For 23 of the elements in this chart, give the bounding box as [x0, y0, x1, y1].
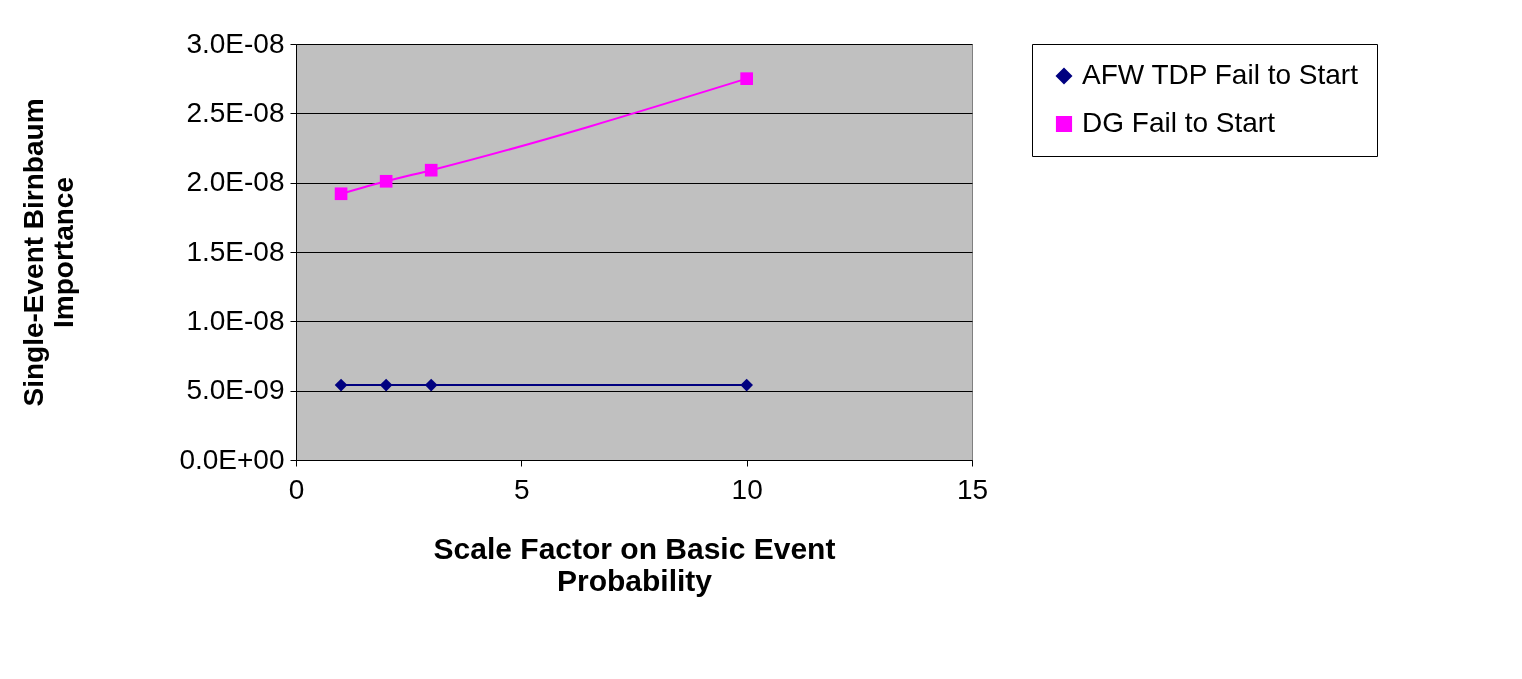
x-axis-title: Scale Factor on Basic Event Probability — [433, 531, 836, 597]
point — [740, 72, 753, 85]
y-tick-label: 1.0E-08 — [186, 304, 285, 336]
point — [334, 378, 348, 392]
y-axis-title: Single-Event Birnbaum Importance — [18, 98, 80, 407]
legend-label: DG Fail to Start — [1082, 107, 1276, 138]
y-tick-label: 1.5E-08 — [186, 235, 285, 267]
y-tick-label: 3.0E-08 — [186, 27, 285, 59]
x-tick-label: 15 — [956, 473, 989, 505]
y-tick-label: 2.5E-08 — [186, 96, 285, 128]
y-tick-label: 0.0E+00 — [179, 443, 285, 475]
point — [379, 378, 393, 392]
point — [424, 163, 438, 177]
x-tick-label: 0 — [288, 473, 305, 505]
point — [334, 187, 348, 201]
point — [379, 174, 393, 188]
y-tick-label: 2.0E-08 — [186, 166, 285, 198]
point — [740, 378, 753, 392]
x-tick-label: 5 — [514, 473, 530, 505]
x-tick-label: 10 — [731, 473, 763, 505]
legend-label: AFW TDP Fail to Start — [1082, 59, 1359, 90]
point — [424, 378, 438, 392]
y-tick-label: 5.0E-09 — [186, 374, 285, 406]
